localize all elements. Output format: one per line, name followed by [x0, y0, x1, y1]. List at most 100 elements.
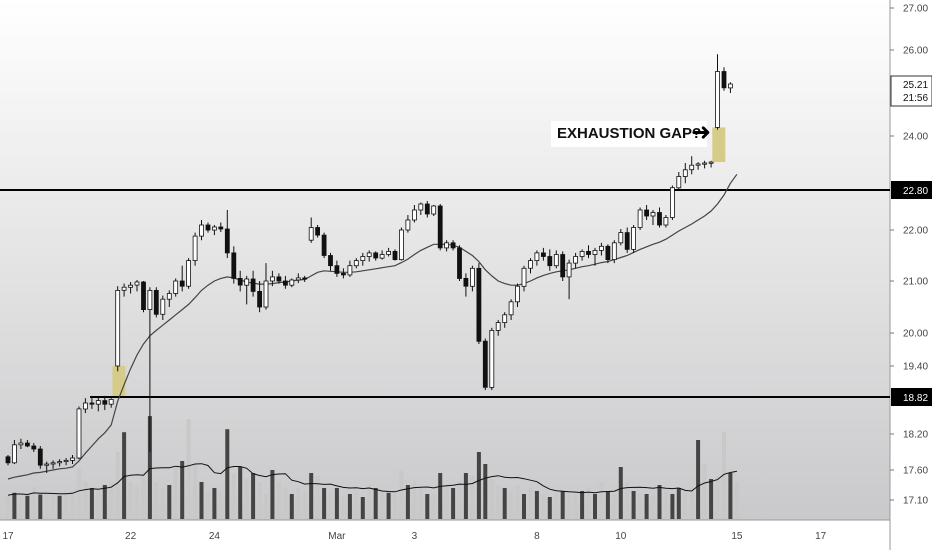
candle-body: [624, 232, 630, 250]
candle-body: [128, 284, 134, 288]
candle: [405, 215, 411, 233]
volume-bar: [431, 494, 436, 519]
volume-bar: [251, 473, 256, 519]
candle-body: [315, 227, 321, 236]
candle-body: [334, 265, 340, 274]
candle-body: [708, 161, 714, 164]
candle: [411, 205, 417, 223]
candle-body: [302, 277, 308, 280]
candle-body: [37, 448, 43, 466]
volume-bar: [528, 488, 533, 519]
candle: [495, 320, 501, 336]
candle: [663, 215, 669, 228]
candle: [328, 252, 333, 271]
candle: [553, 250, 559, 269]
candle: [121, 283, 127, 297]
volume-bar: [77, 468, 81, 519]
volume-bar: [593, 494, 597, 519]
candle-body: [231, 252, 237, 279]
candle: [44, 461, 50, 473]
candle: [166, 290, 172, 307]
candle-body: [528, 260, 533, 269]
candle: [108, 398, 114, 408]
candle-body: [411, 209, 417, 221]
candle-body: [237, 277, 243, 286]
volume-bar: [373, 488, 378, 519]
candle-body: [24, 442, 30, 447]
time-axis-background: [0, 520, 890, 550]
volume-bar: [128, 482, 133, 519]
volume-bar: [425, 494, 430, 519]
volume-bar: [644, 494, 649, 519]
volume-bar: [83, 482, 88, 519]
candle-body: [360, 256, 366, 261]
candle-body: [637, 209, 643, 228]
candle: [276, 273, 282, 284]
candle-body: [392, 250, 398, 260]
candle: [160, 295, 166, 320]
candle-body: [5, 456, 11, 464]
candle: [173, 278, 179, 297]
candle: [11, 440, 17, 464]
candle-body: [373, 252, 379, 259]
volume-bar: [354, 491, 359, 519]
volume-bar: [212, 488, 217, 519]
volume-bar: [70, 490, 75, 519]
candle-body: [31, 445, 37, 450]
time-tick-label: 22: [125, 531, 137, 542]
candle: [37, 446, 43, 469]
volume-bar: [173, 467, 178, 519]
last-price-text: 25.21: [903, 80, 928, 91]
time-tick-label: 24: [209, 531, 221, 542]
candle: [366, 250, 372, 262]
candle-body: [386, 250, 392, 255]
candle: [70, 455, 75, 464]
candle-body: [695, 163, 701, 166]
volume-bar: [438, 473, 443, 519]
candle: [24, 440, 30, 448]
volume-bar: [405, 485, 410, 519]
candle: [95, 397, 101, 412]
candle: [444, 240, 450, 252]
candle: [334, 260, 340, 277]
candle: [515, 283, 520, 307]
candle-body: [141, 281, 146, 311]
candle: [424, 201, 430, 218]
time-axis: 17 22 24 Mar 3 8 10 15 17: [2, 531, 826, 542]
candle: [521, 265, 527, 292]
volume-bar: [360, 497, 365, 519]
volume-bar: [115, 452, 120, 519]
candle-body: [618, 232, 624, 244]
candle: [192, 232, 198, 266]
candle-body: [263, 280, 269, 308]
candle-body: [463, 277, 469, 287]
volume-bar: [573, 494, 578, 519]
candle-body: [353, 260, 359, 267]
volume-bar: [418, 488, 423, 519]
candle-body: [179, 280, 185, 287]
candle-body: [495, 322, 501, 331]
candle: [469, 265, 475, 292]
volume-bar: [257, 482, 262, 519]
volume-bar: [451, 488, 456, 519]
candle: [141, 281, 146, 313]
volume-bar: [509, 491, 514, 519]
candle-body: [269, 276, 275, 282]
candle-body: [205, 224, 211, 231]
candle: [702, 160, 707, 169]
volume-bar: [651, 495, 655, 519]
volume-bar: [638, 492, 643, 519]
candle-body: [11, 444, 17, 464]
price-tick-label: 18.20: [903, 430, 928, 441]
candle: [541, 247, 546, 261]
volume-bar: [567, 492, 572, 519]
candle-body: [644, 209, 649, 217]
candle: [31, 443, 37, 452]
candle-body: [63, 459, 69, 462]
candle-body: [592, 249, 598, 255]
candle-body: [405, 219, 411, 231]
candle-body: [95, 400, 101, 405]
volume-bar: [444, 485, 449, 519]
candle-body: [57, 461, 62, 464]
